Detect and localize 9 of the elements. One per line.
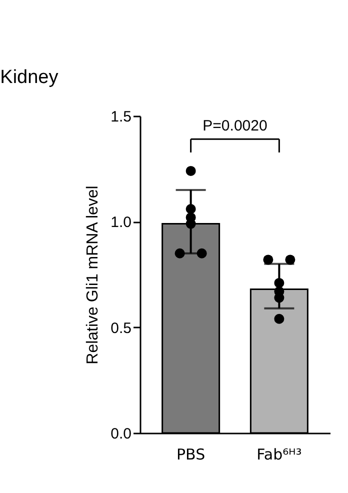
y-axis-title: Relative Gli1 mRNA level — [84, 186, 102, 364]
y-tick-label: 1.5 — [110, 108, 132, 126]
annotation: P=0.0020 — [202, 117, 268, 134]
y-tick-label: 0.0 — [110, 426, 132, 442]
y-tick-label: 1.0 — [110, 214, 132, 232]
x-tick-label: PBS — [176, 446, 206, 464]
y-tick-label: 0.5 — [110, 320, 132, 337]
x-tick-label: Fab⁶ᴴ³ — [256, 446, 302, 464]
chart-title: Kidney — [0, 67, 59, 88]
